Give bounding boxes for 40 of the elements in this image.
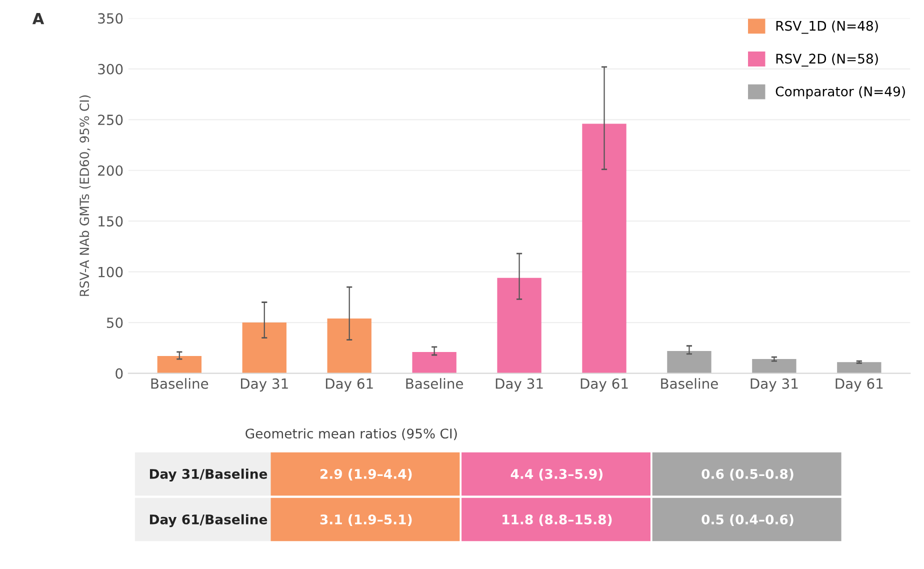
x-tick-label: Day 31 [496,378,543,392]
legend-label: RSV_2D (N=58) [776,53,878,67]
y-tick-label: 350 [98,13,123,24]
y-tick-label: 0 [116,368,123,379]
y-axis-title: RSV-A NAb GMTs (ED60, 95% CI) [79,95,91,296]
bar [157,356,202,374]
text: 3.1 (1.9–5.1) [320,514,412,526]
x-tick-label: Day 31 [240,378,288,392]
text: 11.8 (8.8–15.8) [502,514,612,526]
y-tick-label: 200 [98,165,123,176]
legend-label: Comparator (N=49) [776,86,905,99]
x-tick-label: Baseline [406,378,464,389]
bar [837,362,882,374]
y-tick-label: 50 [106,318,123,328]
bar [582,124,626,374]
bar [242,322,286,374]
bar [412,352,456,374]
text: 2.9 (1.9–4.4) [320,468,412,480]
text: 4.4 (3.3–5.9) [510,468,602,480]
text: Geometric mean ratios (95% CI) [246,428,457,440]
text: 0.5 (0.4–0.6) [702,514,794,526]
text: Day 31/Baseline [150,468,268,482]
y-tick-label: 300 [98,64,123,74]
x-tick-label: Day 31 [750,378,798,392]
chart-title: A [32,12,44,24]
legend-label: RSV_1D (N=48) [776,20,878,34]
y-tick-label: 100 [98,266,123,278]
bar [497,278,542,374]
y-tick-label: 250 [98,114,123,126]
bar [752,359,796,374]
x-tick-label: Baseline [151,378,208,389]
x-tick-label: Day 61 [836,378,883,392]
text: Day 61/Baseline [150,514,268,528]
x-tick-label: Day 61 [326,378,373,392]
text: 0.6 (0.5–0.8) [702,468,794,480]
x-tick-label: Baseline [661,378,718,389]
x-tick-label: Day 61 [580,378,628,392]
bar [327,318,372,374]
bar [667,350,712,374]
y-tick-label: 150 [98,216,123,227]
